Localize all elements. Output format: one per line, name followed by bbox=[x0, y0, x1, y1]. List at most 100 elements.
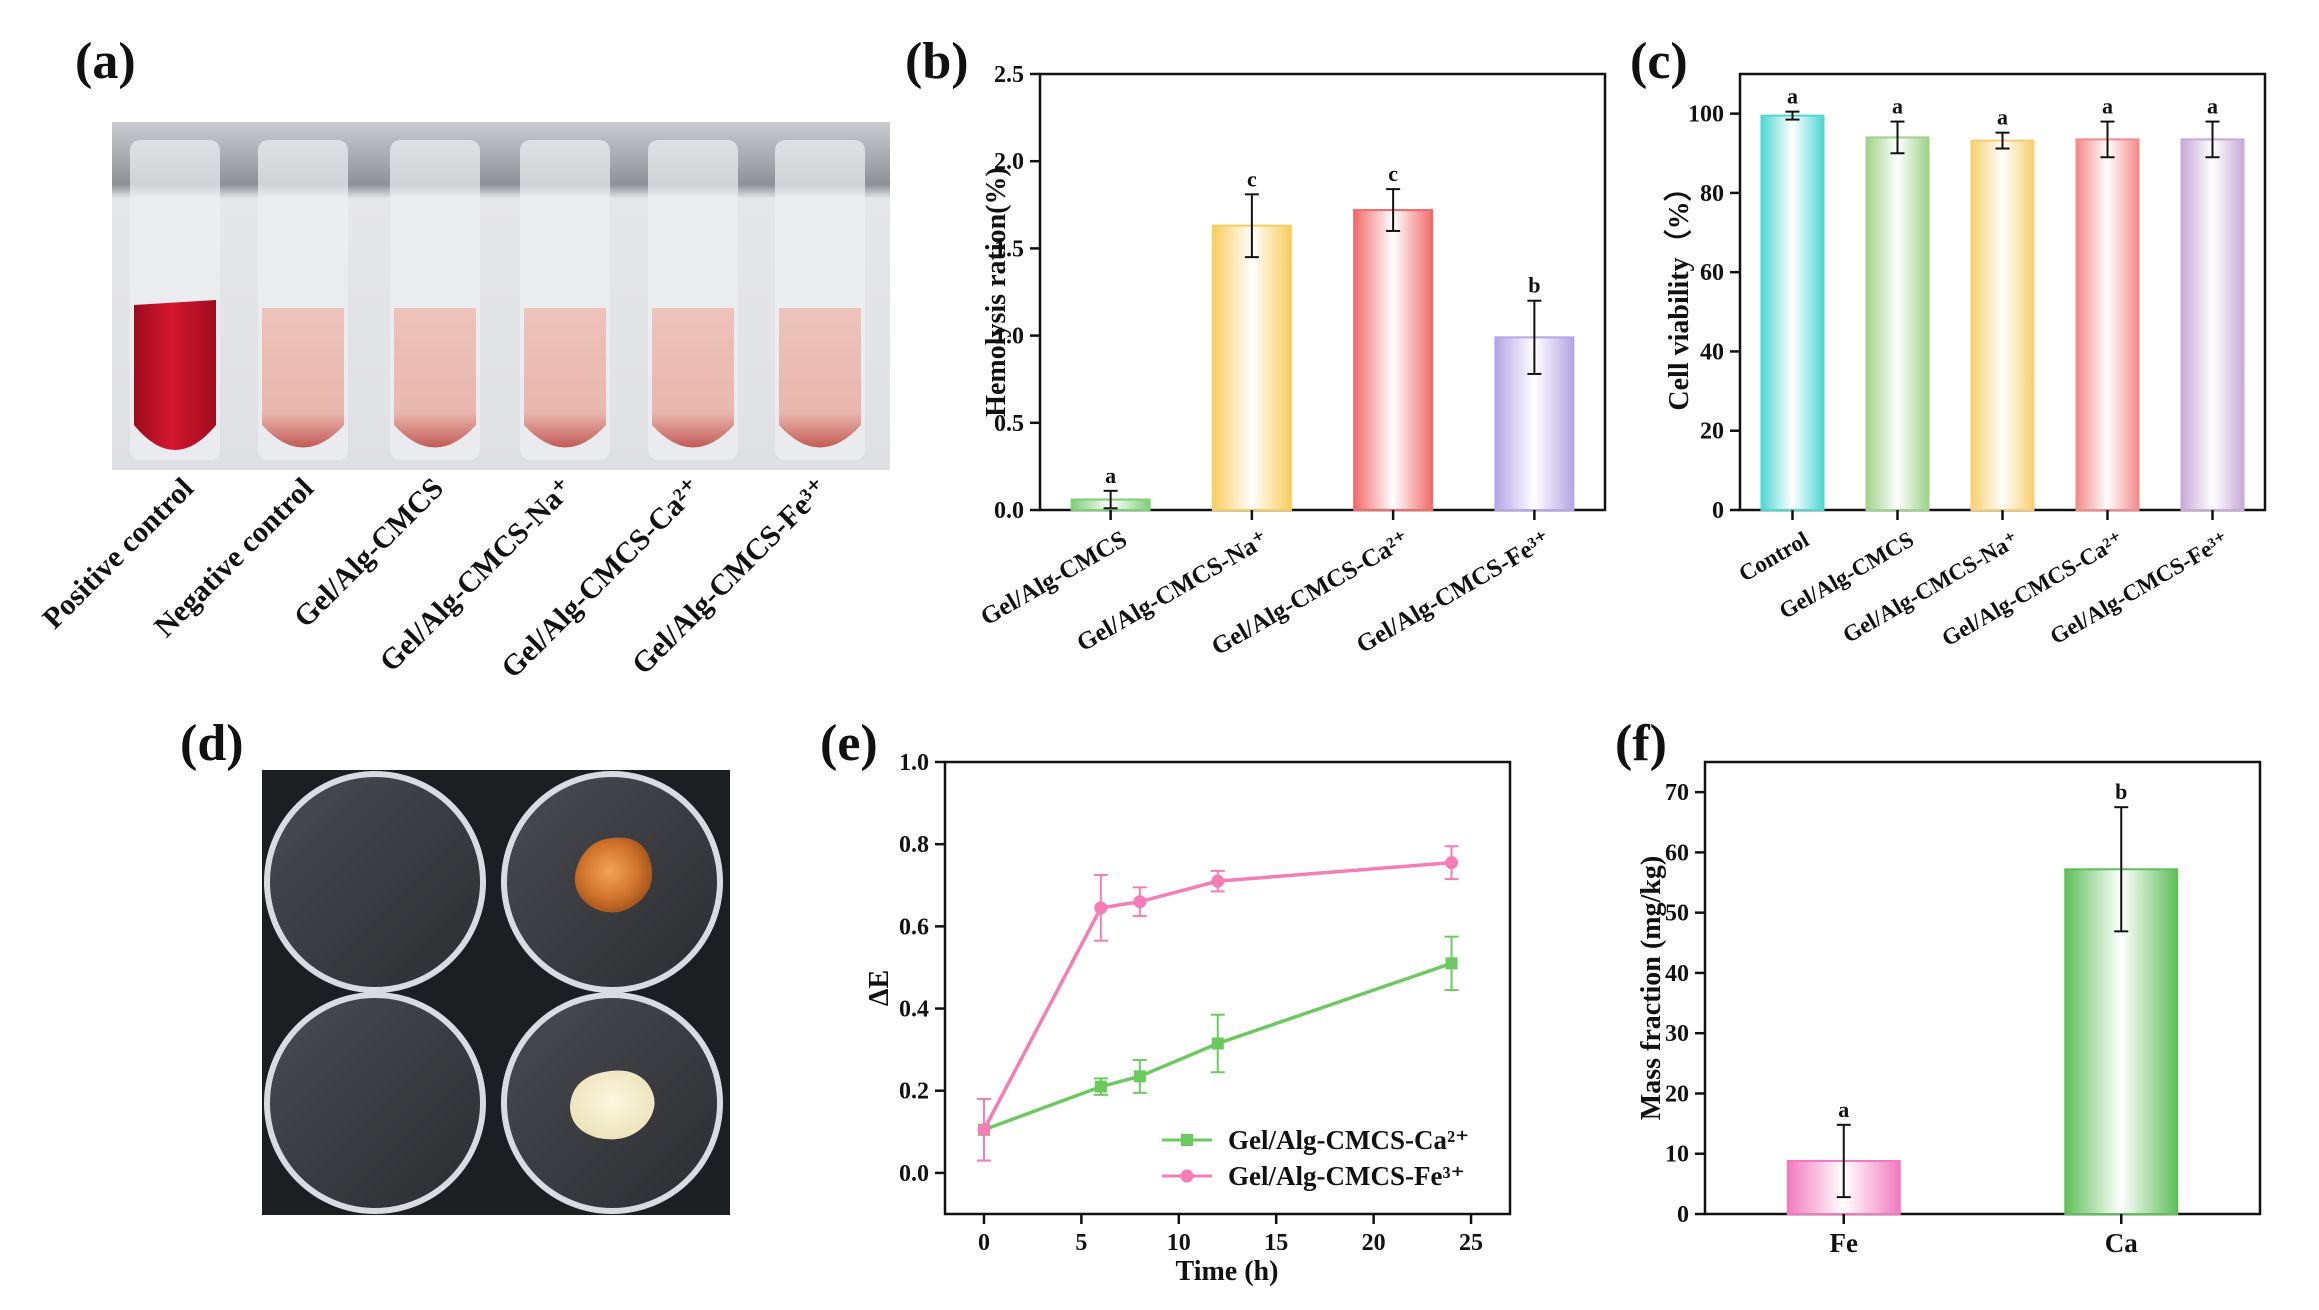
viability-ytick-label: 80 bbox=[1700, 181, 1724, 207]
hemolysis-ytick-label: 1.0 bbox=[994, 324, 1024, 350]
delta-e-point-circle bbox=[1211, 874, 1225, 888]
viability-bar bbox=[2180, 138, 2245, 511]
delta-e-ytick-label: 0.8 bbox=[899, 832, 929, 858]
hemolysis-chart: Hemolysis ration(%) 0.00.51.01.52.02.5aG… bbox=[976, 62, 1607, 661]
delta-e-point-square bbox=[1094, 1080, 1107, 1093]
delta-e-point-circle bbox=[977, 1123, 991, 1137]
delta-e-point-square bbox=[1133, 1070, 1146, 1083]
cream-hydrogel-sample bbox=[570, 1070, 655, 1140]
hemolysis-ytick-label: 0.5 bbox=[994, 411, 1024, 437]
tube-photo bbox=[112, 122, 890, 470]
viability-category-label: Gel/Alg-CMCS-Na⁺ bbox=[1838, 527, 2023, 648]
viability-bar bbox=[2075, 138, 2140, 511]
panel-label-a: (a) bbox=[75, 33, 136, 90]
viability-category-label: Control bbox=[1734, 527, 1813, 587]
mass-fraction-significance-letter: a bbox=[1838, 1097, 1849, 1122]
tube-5 bbox=[648, 140, 738, 460]
delta-e-xtick-label: 10 bbox=[1167, 1230, 1191, 1256]
mass-fraction-ytick-label: 40 bbox=[1665, 961, 1689, 987]
viability-ytick-label: 20 bbox=[1700, 419, 1724, 445]
tube-2-liquid bbox=[262, 308, 344, 448]
hemolysis-significance-letter: c bbox=[1247, 166, 1257, 191]
delta-e-point-circle bbox=[1445, 856, 1459, 870]
tube-1 bbox=[130, 140, 220, 460]
hemolysis-y-label: Hemolysis ration(%) bbox=[981, 167, 1012, 417]
tube-6-liquid bbox=[779, 308, 861, 448]
viability-bar bbox=[1970, 139, 2035, 512]
tube-4-liquid bbox=[524, 308, 606, 448]
legend-ca-marker bbox=[1181, 1134, 1193, 1146]
viability-bar bbox=[1760, 114, 1825, 511]
viability-significance-letter: a bbox=[2102, 94, 2113, 119]
delta-e-point-circle bbox=[1094, 901, 1108, 915]
delta-e-xtick-label: 5 bbox=[1075, 1230, 1087, 1256]
viability-significance-letter: a bbox=[1892, 94, 1903, 119]
panel-label-c: (c) bbox=[1630, 33, 1688, 90]
panel-label-f: (f) bbox=[1615, 715, 1667, 772]
delta-e-ytick-label: 1.0 bbox=[899, 750, 929, 776]
hemolysis-bar bbox=[1353, 209, 1434, 511]
hemolysis-significance-letter: a bbox=[1105, 463, 1116, 488]
delta-e-point-circle bbox=[1133, 895, 1147, 909]
delta-e-xtick-label: 0 bbox=[978, 1230, 990, 1256]
mass-fraction-ytick-label: 50 bbox=[1665, 901, 1689, 927]
mass-fraction-significance-letter: b bbox=[2115, 779, 2127, 804]
hemolysis-bar bbox=[1211, 224, 1292, 511]
legend-fe-marker bbox=[1180, 1169, 1194, 1183]
tube-1-liquid bbox=[134, 300, 216, 450]
delta-e-x-label: Time (h) bbox=[1176, 1256, 1279, 1287]
delta-e-series-line-1 bbox=[982, 860, 1452, 1131]
tube-2 bbox=[258, 140, 348, 460]
viability-ytick-label: 40 bbox=[1700, 339, 1724, 365]
viability-bar bbox=[1865, 136, 1930, 511]
delta-e-y-label: ΔE bbox=[864, 970, 895, 1006]
cell-viability-y-label: Cell viability（%） bbox=[1662, 173, 1695, 410]
delta-e-ytick-label: 0.2 bbox=[899, 1079, 929, 1105]
delta-e-xtick-label: 25 bbox=[1459, 1230, 1483, 1256]
mass-fraction-ytick-label: 10 bbox=[1665, 1142, 1689, 1168]
delta-e-legend: Gel/Alg-CMCS-Ca²⁺ Gel/Alg-CMCS-Fe³⁺ bbox=[1162, 1125, 1469, 1191]
viability-significance-letter: a bbox=[1787, 84, 1798, 109]
mass-fraction-ytick-label: 30 bbox=[1665, 1021, 1689, 1047]
viability-significance-letter: a bbox=[1997, 105, 2008, 130]
delta-e-xtick-label: 20 bbox=[1362, 1230, 1386, 1256]
tube-6 bbox=[775, 140, 865, 460]
hemolysis-plot-frame bbox=[1038, 72, 1607, 512]
mass-fraction-y-label: Mass fraction (mg/kg) bbox=[1636, 856, 1667, 1120]
mass-fraction-ytick-label: 0 bbox=[1677, 1202, 1689, 1228]
well-bottom-left bbox=[264, 992, 486, 1214]
mass-fraction-ytick-label: 60 bbox=[1665, 840, 1689, 866]
viability-ytick-label: 100 bbox=[1688, 102, 1724, 128]
delta-e-xtick-label: 15 bbox=[1264, 1230, 1288, 1256]
mass-fraction-chart: Mass fraction (mg/kg) 0 10 20 30 40 50 60 70 a Fe… bbox=[1636, 760, 2262, 1258]
hemolysis-ytick-label: 2.5 bbox=[994, 62, 1024, 88]
viability-ytick-label: 0 bbox=[1712, 498, 1724, 524]
hemolysis-ytick-label: 1.5 bbox=[994, 236, 1024, 262]
delta-e-ytick-label: 0.4 bbox=[899, 997, 929, 1023]
well-top-left bbox=[264, 771, 486, 993]
mass-fraction-ytick-label: 70 bbox=[1665, 780, 1689, 806]
delta-e-point-square bbox=[1211, 1037, 1224, 1050]
orange-hydrogel-sample bbox=[574, 837, 653, 913]
delta-e-ytick-label: 0.0 bbox=[899, 1161, 929, 1187]
delta-e-ytick-label: 0.6 bbox=[899, 914, 929, 940]
mass-fraction-ytick-label: 20 bbox=[1665, 1081, 1689, 1107]
panel-label-b: (b) bbox=[905, 33, 969, 90]
tube-3 bbox=[390, 140, 480, 460]
mass-fraction-plot-frame bbox=[1703, 760, 2262, 1216]
tube-5-liquid bbox=[652, 308, 734, 448]
hemolysis-significance-letter: b bbox=[1528, 273, 1540, 298]
tube-4 bbox=[520, 140, 610, 460]
hemolysis-ytick-label: 0.0 bbox=[994, 498, 1024, 524]
delta-e-plot-frame bbox=[943, 760, 1512, 1216]
legend-ca-label: Gel/Alg-CMCS-Ca²⁺ bbox=[1228, 1125, 1469, 1155]
viability-category-label: Gel/Alg-CMCS-Fe³⁺ bbox=[2046, 527, 2233, 650]
viability-category-label: Gel/Alg-CMCS-Ca²⁺ bbox=[1937, 527, 2128, 651]
delta-e-point-square bbox=[1445, 957, 1458, 970]
hemolysis-significance-letter: c bbox=[1388, 161, 1398, 186]
delta-e-chart: ΔE Time (h) Gel/Alg-CMCS-Ca²⁺ Gel/Alg-CM… bbox=[864, 750, 1512, 1287]
panel-label-e: (e) bbox=[820, 715, 878, 772]
hemolysis-ytick-label: 2.0 bbox=[994, 149, 1024, 175]
panel-label-d: (d) bbox=[180, 715, 244, 772]
